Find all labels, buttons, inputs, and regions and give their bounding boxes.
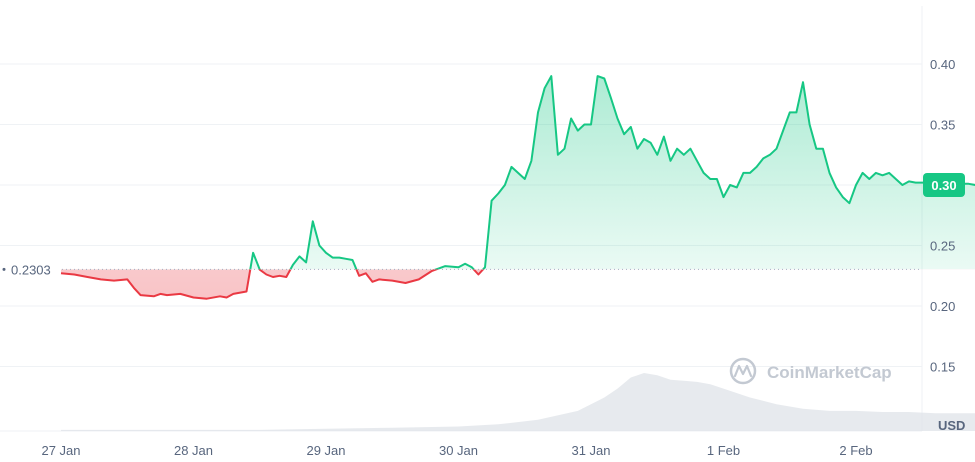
- baseline: 0.2303: [2, 262, 922, 277]
- x-tick-label: 29 Jan: [306, 443, 345, 458]
- x-axis-ticks: 27 Jan 28 Jan 29 Jan 30 Jan 31 Jan 1 Feb 2 Feb: [41, 443, 872, 458]
- y-tick-label: 0.35: [930, 118, 955, 133]
- current-price-badge: [923, 173, 965, 197]
- y-tick-label: 0.20: [930, 299, 955, 314]
- series-line-up: [249, 75, 975, 270]
- y-tick-label: 0.40: [930, 57, 955, 72]
- watermark-text: CoinMarketCap: [767, 363, 892, 382]
- y-axis-ticks: 0.40 0.35 0.25 0.20 0.15 0.30: [923, 57, 965, 375]
- y-tick-label: 0.15: [930, 360, 955, 375]
- x-tick-label: 2 Feb: [839, 443, 872, 458]
- volume-area: [61, 373, 975, 431]
- volume-area-shape: [61, 373, 975, 431]
- x-tick-label: 1 Feb: [707, 443, 740, 458]
- x-tick-label: 27 Jan: [41, 443, 80, 458]
- baseline-marker: [2, 267, 6, 271]
- series-area-up: [61, 76, 975, 270]
- price-series: [60, 75, 975, 300]
- current-price-label: 0.30: [931, 178, 956, 193]
- series-area-down: [61, 269, 484, 299]
- x-tick-label: 28 Jan: [174, 443, 213, 458]
- y-tick-label: 0.25: [930, 239, 955, 254]
- y-axis-unit-label: USD: [938, 418, 965, 433]
- watermark: CoinMarketCap: [729, 357, 892, 385]
- baseline-label: 0.2303: [11, 262, 51, 277]
- coinmarketcap-logo-icon: [729, 357, 757, 385]
- x-tick-label: 31 Jan: [571, 443, 610, 458]
- x-tick-label: 30 Jan: [439, 443, 478, 458]
- series-line-down: [60, 269, 485, 300]
